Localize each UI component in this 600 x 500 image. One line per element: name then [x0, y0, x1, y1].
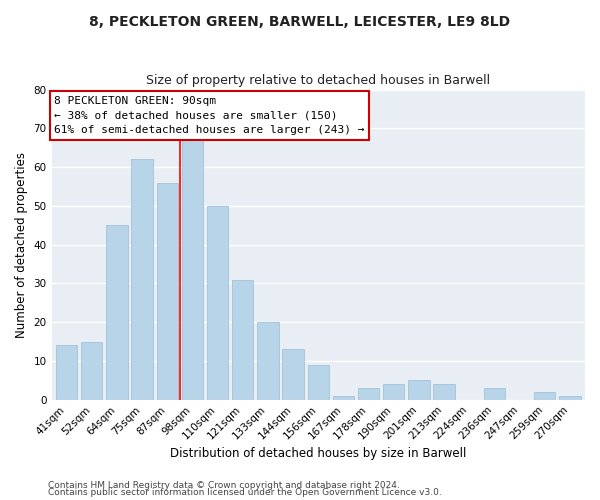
Bar: [283, 350, 304, 400]
Bar: [433, 384, 455, 400]
Bar: [56, 346, 77, 400]
Text: 8 PECKLETON GREEN: 90sqm
← 38% of detached houses are smaller (150)
61% of semi-: 8 PECKLETON GREEN: 90sqm ← 38% of detach…: [54, 96, 365, 136]
Bar: [207, 206, 229, 400]
Text: Contains HM Land Registry data © Crown copyright and database right 2024.: Contains HM Land Registry data © Crown c…: [48, 480, 400, 490]
Bar: [131, 160, 153, 400]
X-axis label: Distribution of detached houses by size in Barwell: Distribution of detached houses by size …: [170, 447, 466, 460]
Y-axis label: Number of detached properties: Number of detached properties: [15, 152, 28, 338]
Title: Size of property relative to detached houses in Barwell: Size of property relative to detached ho…: [146, 74, 490, 87]
Bar: [534, 392, 556, 400]
Bar: [157, 182, 178, 400]
Bar: [232, 280, 253, 400]
Text: Contains public sector information licensed under the Open Government Licence v3: Contains public sector information licen…: [48, 488, 442, 497]
Bar: [308, 365, 329, 400]
Bar: [333, 396, 354, 400]
Bar: [358, 388, 379, 400]
Bar: [408, 380, 430, 400]
Text: 8, PECKLETON GREEN, BARWELL, LEICESTER, LE9 8LD: 8, PECKLETON GREEN, BARWELL, LEICESTER, …: [89, 15, 511, 29]
Bar: [383, 384, 404, 400]
Bar: [257, 322, 278, 400]
Bar: [81, 342, 103, 400]
Bar: [182, 140, 203, 400]
Bar: [559, 396, 581, 400]
Bar: [106, 226, 128, 400]
Bar: [484, 388, 505, 400]
